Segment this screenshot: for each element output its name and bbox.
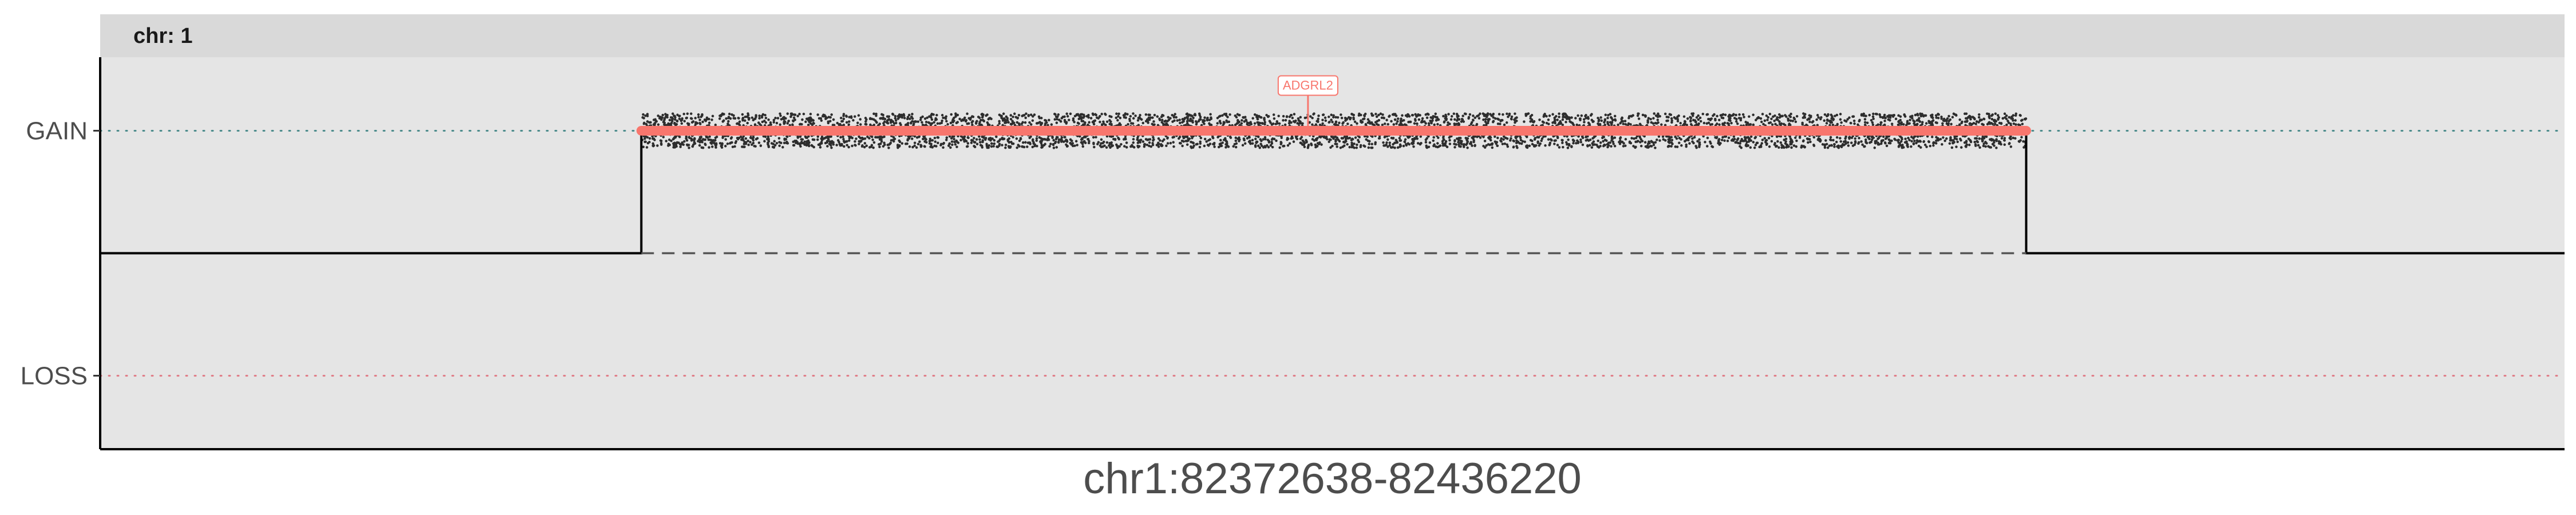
y-tick-label-loss: LOSS	[21, 362, 88, 390]
facet-label: chr: 1	[133, 24, 192, 48]
gene-label-text: ADGRL2	[1283, 78, 1333, 92]
gene-label-box	[1277, 75, 1338, 96]
facet-strip	[100, 14, 2565, 57]
y-tick-labels: LOSS GAIN	[21, 117, 100, 390]
reference-lines	[99, 129, 2566, 377]
y-tick-label-gain: GAIN	[26, 117, 88, 145]
x-axis-label: chr1:82372638-82436220	[1083, 454, 1582, 503]
gene-annotations: ADGRL2	[1277, 75, 1338, 128]
axes	[99, 57, 2565, 450]
